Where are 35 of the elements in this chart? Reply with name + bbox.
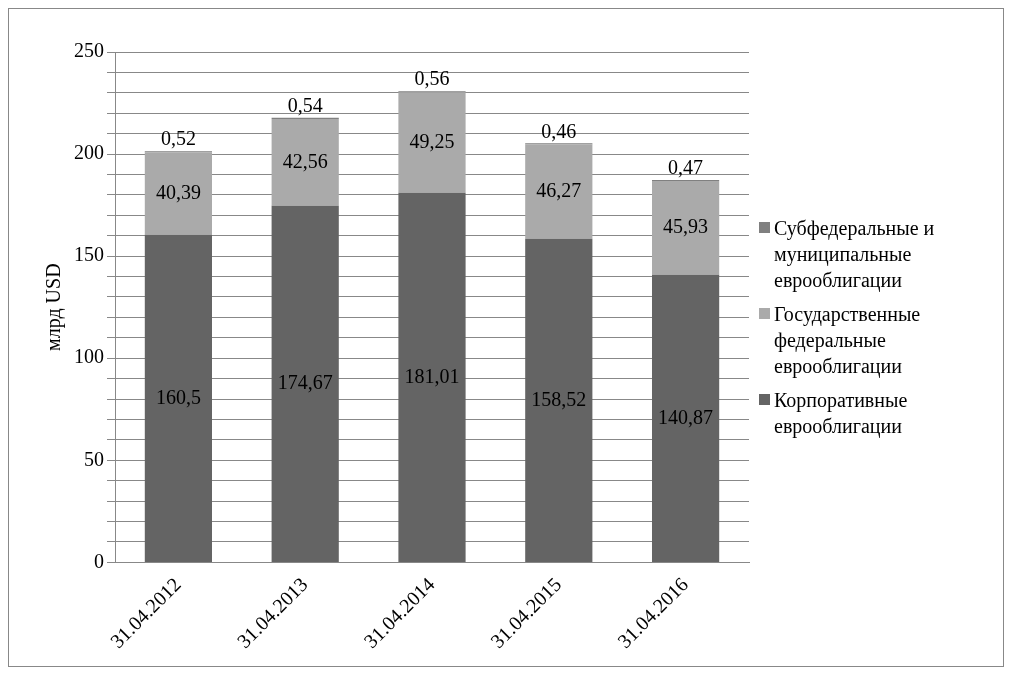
data-label: 174,67	[277, 370, 333, 393]
legend-label: Субфедеральные и муниципальные еврооблигации	[774, 215, 936, 293]
data-label: 140,87	[658, 405, 714, 428]
bar	[652, 180, 720, 275]
y-tick-label: 250	[74, 38, 104, 61]
data-label: 49,25	[409, 129, 455, 152]
y-tick-label: 50	[84, 447, 104, 470]
bar	[271, 205, 339, 562]
bar	[144, 234, 212, 562]
legend-label: Корпоративные еврооблигации	[774, 387, 909, 439]
data-label: 0,56	[414, 66, 450, 89]
bar	[144, 151, 212, 235]
data-label: 158,52	[531, 387, 587, 410]
bar	[398, 91, 466, 193]
y-tick-label: 150	[74, 242, 104, 265]
data-label: 181,01	[404, 364, 460, 387]
y-tick-label: 0	[94, 549, 104, 572]
bar	[398, 192, 466, 562]
data-label: 0,46	[541, 119, 577, 142]
data-label: 160,5	[155, 385, 201, 408]
data-label: 45,93	[663, 214, 709, 237]
data-label: 0,54	[287, 93, 323, 116]
data-label: 42,56	[282, 149, 328, 172]
y-axis-title: млрд USD	[42, 262, 66, 351]
bar	[271, 118, 339, 206]
bar	[652, 274, 720, 562]
data-label: 0,47	[668, 155, 704, 178]
y-tick-label: 200	[74, 140, 104, 163]
legend-label: Государственные федеральные еврооблигации	[774, 301, 922, 379]
data-label: 46,27	[536, 178, 582, 201]
bar	[525, 238, 593, 562]
data-label: 40,39	[155, 180, 201, 203]
data-label: 0,52	[160, 126, 196, 149]
bar	[525, 143, 593, 239]
y-tick-label: 100	[74, 344, 104, 367]
